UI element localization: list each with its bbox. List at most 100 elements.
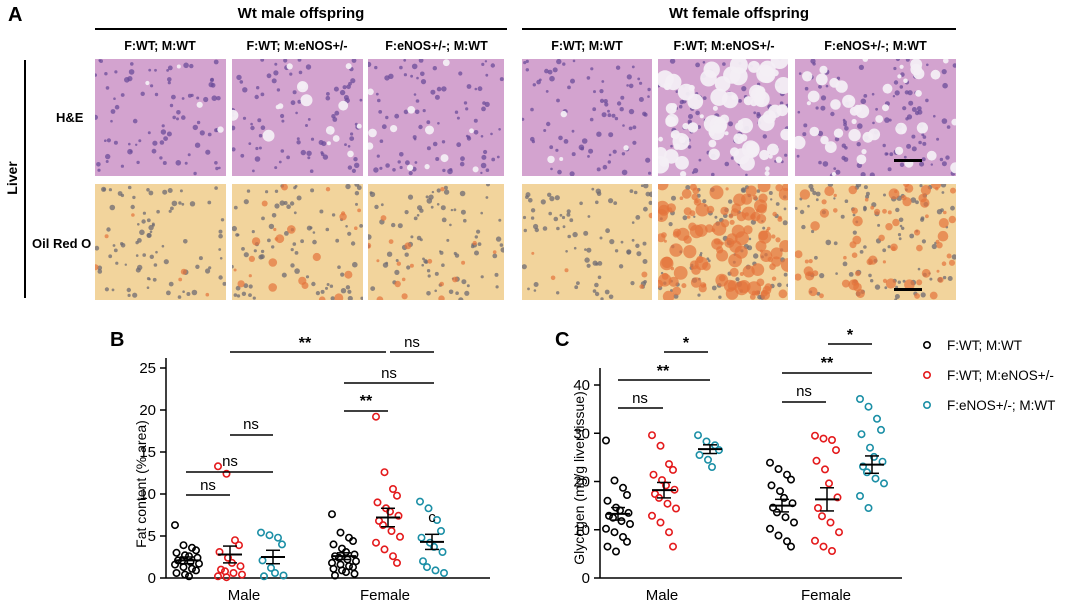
group-title-female: Wt female offspring [668, 5, 809, 22]
chart-c-ytick-label-2: 20 [573, 474, 590, 491]
chart-b-point-female-s2-3 [436, 527, 445, 536]
chart-b-point-female-s0-14 [344, 562, 353, 571]
chart-c-point-male-s1-3 [669, 465, 678, 474]
chart-c-sig-label-4: * [847, 327, 854, 344]
micrograph-oro-4 [522, 184, 652, 300]
panel-letter-a: A [8, 4, 23, 26]
chart-c-sig-label-6: ns [796, 383, 812, 400]
legend-marker-2 [922, 370, 931, 379]
chart-c-point-male-s0-8 [605, 511, 614, 520]
chart-b-point-male-s0-3 [192, 546, 201, 555]
chart-c-point-female-s0-2 [782, 470, 791, 479]
micrograph-oro-6 [795, 184, 956, 300]
chart-b-point-male-s1-3 [235, 541, 244, 550]
chart-b-point-male-s1-11 [238, 570, 247, 579]
chart-c-category-male: Male [646, 587, 679, 604]
chart-b-point-male-s2-8 [259, 572, 268, 581]
scale-bar-he [894, 159, 922, 162]
chart-b-point-male-s1-13 [222, 573, 231, 582]
chart-b-point-female-s0-0 [327, 510, 336, 519]
chart-b-point-female-s0-3 [348, 537, 357, 546]
chart-c-point-female-s0-1 [774, 465, 783, 474]
chart-b-point-female-s1-1 [380, 468, 389, 477]
chart-b-category-female: Female [360, 587, 410, 604]
chart-c-point-male-s0-4 [603, 496, 612, 505]
chart-c-point-female-s1-11 [834, 528, 843, 537]
chart-b-point-male-s2-6 [270, 569, 279, 578]
micrograph-he-1 [95, 59, 226, 176]
micrograph-oro-3 [368, 184, 504, 300]
chart-c-point-female-s0-8 [769, 503, 778, 512]
chart-c-point-female-s0-3 [786, 475, 795, 484]
chart-c-point-female-s2-13 [864, 504, 873, 513]
micrograph-he-6 [795, 59, 956, 176]
chart-b: B Fat content (% area) 0 5 10 15 20 25 Male F… [110, 329, 490, 604]
legend: F:WT; M:WT F:WT; M:eNOS+/- F:eNOS+/-; M:… [922, 338, 1055, 413]
chart-c-point-female-s1-13 [819, 542, 828, 551]
chart-b-sig-label-6: ns [222, 453, 238, 470]
legend-marker-3 [922, 401, 931, 410]
organ-bracket [24, 60, 26, 298]
chart-b-point-male-s0-15 [192, 566, 201, 575]
chart-b-point-female-s2-8 [418, 557, 427, 566]
chart-c-point-female-s0-14 [782, 537, 791, 546]
legend-label-2: F:WT; M:eNOS+/- [947, 368, 1054, 383]
chart-b-point-female-s2-9 [422, 563, 431, 572]
chart-c-point-female-s1-8 [813, 504, 822, 513]
chart-c-point-female-s2-11 [879, 479, 888, 488]
chart-c-point-female-s2-0 [855, 395, 864, 404]
chart-b-point-male-s0-1 [179, 541, 188, 550]
group-title-male: Wt male offspring [237, 5, 365, 22]
chart-c-point-female-s2-5 [865, 443, 874, 452]
chart-b-ytick-label-3: 15 [139, 444, 156, 461]
chart-c-point-male-s0-15 [623, 537, 632, 546]
chart-b-point-male-s1-7 [236, 562, 245, 571]
chart-b-point-male-s0-17 [181, 570, 190, 579]
chart-b-point-female-s2-4 [417, 533, 426, 542]
chart-b-point-male-s0-16 [172, 569, 181, 578]
chart-b-point-male-s2-3 [277, 540, 286, 549]
chart-b-sig-label-4: ** [360, 393, 373, 410]
chart-c-point-female-s1-5 [820, 465, 829, 474]
col-label-1: F:WT; M:WT [124, 39, 196, 53]
chart-b-point-female-s0-11 [351, 557, 360, 566]
micrograph-texture [368, 184, 504, 300]
chart-b-point-male-s2-0 [256, 528, 265, 537]
chart-c: C Glycogen (mg/g liver tissue) 0 10 20 30 40… [555, 327, 1055, 604]
col-label-5: F:WT; M:eNOS+/- [673, 39, 775, 53]
chart-c-point-male-s1-11 [672, 504, 681, 513]
panel-letter-c: C [555, 329, 569, 351]
chart-b-sig-label-7: ns [200, 477, 216, 494]
chart-b-category-male: Male [228, 587, 261, 604]
micrograph-texture [795, 184, 956, 300]
chart-b-point-female-s0-19 [350, 569, 359, 578]
chart-c-point-female-s0-11 [789, 518, 798, 527]
chart-b-point-female-s2-0 [415, 497, 424, 506]
micrograph-texture [795, 59, 956, 176]
chart-b-point-female-s1-2 [388, 485, 397, 494]
chart-c-point-female-s0-13 [774, 531, 783, 540]
chart-c-point-male-s0-14 [619, 533, 628, 542]
chart-b-point-male-s0-12 [171, 560, 180, 569]
chart-b-point-female-s1-15 [392, 558, 401, 567]
chart-c-ytick-label-3: 30 [573, 425, 590, 442]
chart-b-point-female-s2-1 [424, 504, 433, 513]
chart-b-point-male-s1-8 [217, 565, 226, 574]
chart-b-ytick-label-5: 25 [139, 360, 156, 377]
scale-bar-oro [894, 288, 922, 291]
micrograph-texture [522, 59, 652, 176]
chart-c-point-male-s1-13 [656, 518, 665, 527]
chart-b-point-female-s1-14 [388, 552, 397, 561]
micrograph-he-5 [658, 59, 788, 176]
col-label-6: F:eNOS+/-; M:WT [824, 39, 927, 53]
chart-c-point-female-s1-7 [833, 493, 842, 502]
chart-c-point-male-s0-2 [619, 483, 628, 492]
chart-b-point-male-s0-14 [188, 564, 197, 573]
chart-c-point-female-s1-9 [817, 512, 826, 521]
chart-b-ytick-label-4: 20 [139, 402, 156, 419]
chart-c-point-male-s0-11 [626, 520, 635, 529]
chart-b-point-female-s0-4 [329, 540, 338, 549]
chart-c-point-female-s2-3 [876, 425, 885, 434]
micrograph-texture [658, 59, 788, 176]
chart-c-point-male-s1-14 [665, 528, 674, 537]
